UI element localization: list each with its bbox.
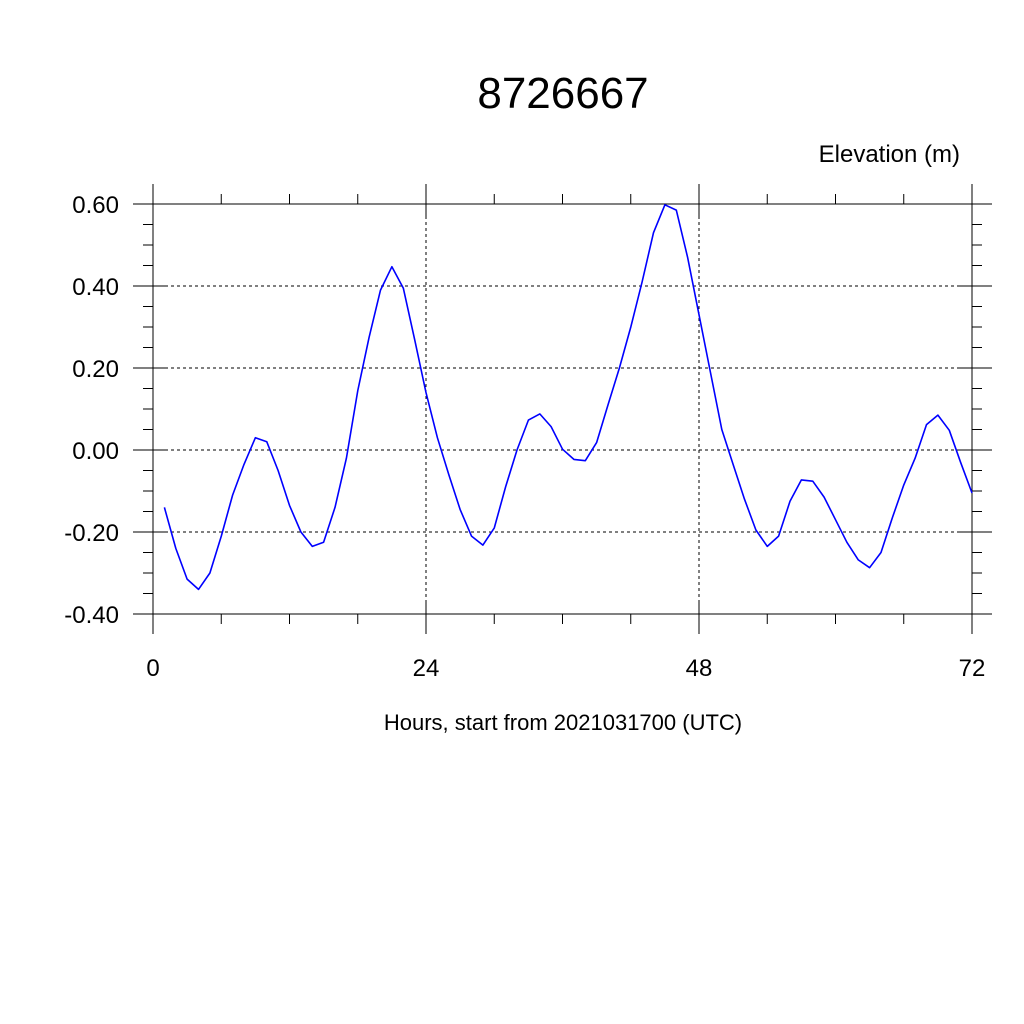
tick-layer: [133, 184, 992, 634]
tick-label-layer: -0.40 -0.20 0.00 0.20 0.40 0.60 0 24 48 72: [64, 192, 985, 682]
y-tick-label: -0.20: [64, 520, 119, 547]
x-tick-label: 72: [959, 655, 986, 682]
x-tick-label: 48: [686, 655, 713, 682]
y-tick-label: -0.40: [64, 602, 119, 629]
elevation-series-line: [163, 204, 973, 591]
y-tick-label: 0.40: [72, 274, 119, 301]
y-tick-label: 0.20: [72, 356, 119, 383]
x-tick-label: 24: [413, 655, 440, 682]
series-layer: [163, 204, 973, 591]
y-tick-label: 0.00: [72, 438, 119, 465]
y-tick-label: 0.60: [72, 192, 119, 219]
y-axis-label: Elevation (m): [819, 141, 960, 168]
grid-layer: [133, 184, 992, 634]
x-axis-label: Hours, start from 2021031700 (UTC): [384, 710, 742, 735]
x-tick-label: 0: [146, 655, 159, 682]
chart-title: 8726667: [477, 69, 648, 118]
